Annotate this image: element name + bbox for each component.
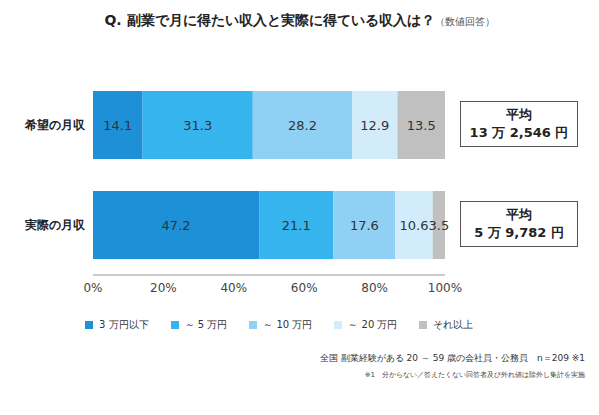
html-text:それ以上: それ以上 <box>433 319 474 330</box>
html-text:13 万 2,546 円: 13 万 2,546 円 <box>469 125 569 140</box>
svg-text:実際の月収: 実際の月収 <box>24 218 86 232</box>
svg-text:40%: 40% <box>220 281 247 295</box>
svg-text:60%: 60% <box>291 281 318 295</box>
html-text:3 万円以下: 3 万円以下 <box>99 319 149 330</box>
svg-text:80%: 80% <box>361 281 388 295</box>
svg-text:21.1: 21.1 <box>282 218 311 233</box>
svg-text:100%: 100% <box>428 281 462 295</box>
html-text:※1 分からない／答えたくない回答者及び外れ値は除外し集計を: ※1 分からない／答えたくない回答者及び外れ値は除外し集計を実施 <box>364 371 585 379</box>
html-text:平均: 平均 <box>506 207 532 222</box>
svg-text:希望の月収: 希望の月収 <box>24 118 86 132</box>
html-text:全国 副業経験がある 20 ～ 59 歳の会社員・公務員 n: 全国 副業経験がある 20 ～ 59 歳の会社員・公務員 n＝209 ※1 <box>319 353 585 363</box>
svg-text:28.2: 28.2 <box>288 118 317 133</box>
svg-text:10.6: 10.6 <box>400 218 429 233</box>
svg-text:20%: 20% <box>150 281 177 295</box>
html-text:～ 20 万円: ～ 20 万円 <box>348 319 398 330</box>
svg-text:0%: 0% <box>83 281 102 295</box>
svg-text:47.2: 47.2 <box>162 218 191 233</box>
svg-text:14.1: 14.1 <box>103 118 132 133</box>
svg-text:12.9: 12.9 <box>360 118 389 133</box>
html-text:Q. 副業で月に得たい収入と実際に得ている収入は？（数値回答: Q. 副業で月に得たい収入と実際に得ている収入は？（数値回答） <box>104 12 495 28</box>
html-text:～ 10 万円: ～ 10 万円 <box>263 319 313 330</box>
html-text:5 万 9,782 円: 5 万 9,782 円 <box>474 225 564 240</box>
svg-text:17.6: 17.6 <box>350 218 379 233</box>
html-text:～ 5 万円: ～ 5 万円 <box>184 319 228 330</box>
html-text:平均: 平均 <box>506 107 532 122</box>
svg-text:3.5: 3.5 <box>428 218 449 233</box>
svg-text:31.3: 31.3 <box>183 118 212 133</box>
svg-text:13.5: 13.5 <box>407 118 436 133</box>
